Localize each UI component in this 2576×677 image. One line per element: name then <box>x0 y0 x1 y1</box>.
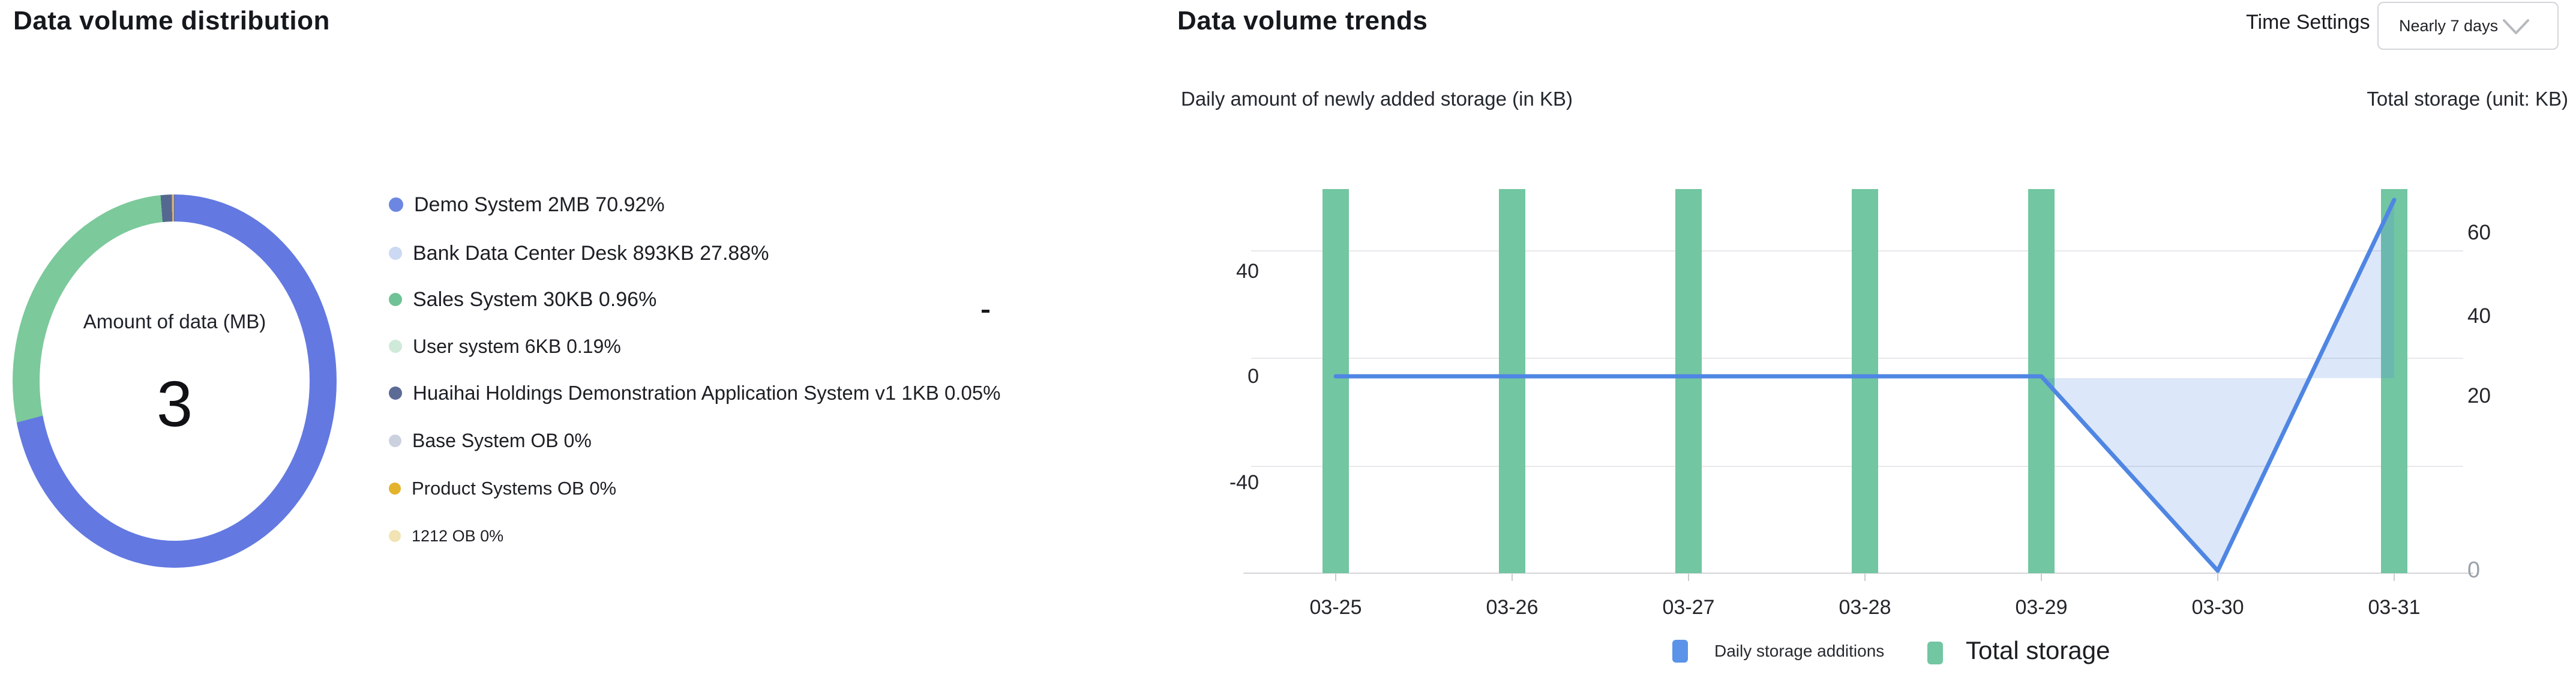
x-axis-label: 03-25 <box>1309 596 1362 619</box>
legend-swatch-icon <box>1672 640 1688 663</box>
chevron-down-icon <box>2503 19 2529 34</box>
x-axis-label: 03-30 <box>2191 596 2244 619</box>
time-settings-label: Time Settings <box>2246 11 2370 34</box>
legend-dot-icon <box>389 387 402 400</box>
legend-item-total-storage[interactable]: Total storage <box>1927 636 2110 665</box>
time-range-dropdown[interactable]: Nearly 7 days <box>2377 2 2559 50</box>
donut-center-value: 3 <box>156 367 193 440</box>
distribution-panel-title: Data volume distribution <box>13 6 330 35</box>
legend-dot-icon <box>389 197 403 212</box>
x-axis-line <box>1243 573 2473 574</box>
donut-hole <box>40 221 310 541</box>
left-axis-tick: 0 <box>1247 365 1259 388</box>
legend-item-bank-data-center-desk[interactable]: Bank Data Center Desk 893KB 27.88% <box>389 240 769 266</box>
x-axis-label: 03-29 <box>2015 596 2068 619</box>
legend-item-label: Base System OB 0% <box>412 429 592 451</box>
legend-item-label: Total storage <box>1966 636 2110 664</box>
bar-03-27[interactable] <box>1675 189 1702 573</box>
legend-item-label: 1212 OB 0% <box>412 526 504 545</box>
legend-item-base-system[interactable]: Base System OB 0% <box>389 427 592 454</box>
x-tick <box>2041 574 2042 581</box>
x-axis-label: 03-27 <box>1662 596 1715 619</box>
right-axis-tick: 60 <box>2467 221 2491 244</box>
daily-additions-line[interactable] <box>1333 197 2397 573</box>
line-area-fill <box>1336 200 2394 571</box>
legend-dot-icon <box>389 340 402 353</box>
x-tick <box>1335 574 1336 581</box>
left-axis-tick: 40 <box>1236 260 1259 283</box>
legend-item-daily-storage-additions[interactable]: Daily storage additions <box>1672 640 1884 663</box>
trends-panel-title: Data volume trends <box>1177 6 1428 35</box>
x-axis-label: 03-26 <box>1486 596 1539 619</box>
legend-dot-icon <box>389 293 402 306</box>
bar-03-31[interactable] <box>2381 189 2407 573</box>
legend-swatch-icon <box>1927 642 1943 664</box>
legend-item-label: Product Systems OB 0% <box>412 478 617 499</box>
stray-dash <box>982 310 989 313</box>
x-axis-label: 03-31 <box>2368 596 2421 619</box>
bar-03-29[interactable] <box>2028 189 2055 573</box>
legend-item-label: Demo System 2MB 70.92% <box>414 193 665 216</box>
legend-item-label: Sales System 30KB 0.96% <box>413 287 657 311</box>
right-axis-tick: 40 <box>2467 304 2491 328</box>
legend-item-label: User system 6KB 0.19% <box>413 335 621 357</box>
legend-dot-icon <box>389 530 401 542</box>
right-axis-tick-zero: 0 <box>2467 558 2481 583</box>
legend-item-sales-system[interactable]: Sales System 30KB 0.96% <box>389 286 656 313</box>
x-tick <box>2394 574 2395 581</box>
legend-dot-icon <box>389 247 402 260</box>
legend-dot-icon <box>389 434 401 447</box>
legend-item-product-systems[interactable]: Product Systems OB 0% <box>389 475 616 502</box>
right-axis-title: Total storage (unit: KB) <box>2367 88 2568 110</box>
x-tick <box>1688 574 1689 581</box>
time-range-value: Nearly 7 days <box>2399 16 2499 35</box>
legend-item-huaihai-holdings[interactable]: Huaihai Holdings Demonstration Applicati… <box>389 380 1001 406</box>
left-axis-tick: -40 <box>1229 471 1259 494</box>
legend-item-user-system[interactable]: User system 6KB 0.19% <box>389 333 621 360</box>
left-axis-title: Daily amount of newly added storage (in … <box>1181 88 1573 110</box>
donut-center-label: Amount of data (MB) <box>83 310 266 332</box>
bar-03-26[interactable] <box>1499 189 1525 573</box>
donut-chart[interactable]: Amount of data (MB) 3 <box>13 194 337 568</box>
legend-item-label: Bank Data Center Desk 893KB 27.88% <box>413 241 769 265</box>
bar-03-25[interactable] <box>1323 189 1349 573</box>
x-tick <box>1864 574 1866 581</box>
bar-03-28[interactable] <box>1852 189 1878 573</box>
x-axis-label: 03-28 <box>1839 596 1891 619</box>
legend-item-demo-system[interactable]: Demo System 2MB 70.92% <box>389 191 665 218</box>
legend-dot-icon <box>389 483 401 495</box>
legend-item-label: Daily storage additions <box>1714 642 1885 660</box>
x-tick <box>2217 574 2218 581</box>
legend-item-label: Huaihai Holdings Demonstration Applicati… <box>413 382 1001 404</box>
legend-item-1212[interactable]: 1212 OB 0% <box>389 523 503 549</box>
x-tick <box>1512 574 1513 581</box>
right-axis-tick: 20 <box>2467 384 2491 408</box>
